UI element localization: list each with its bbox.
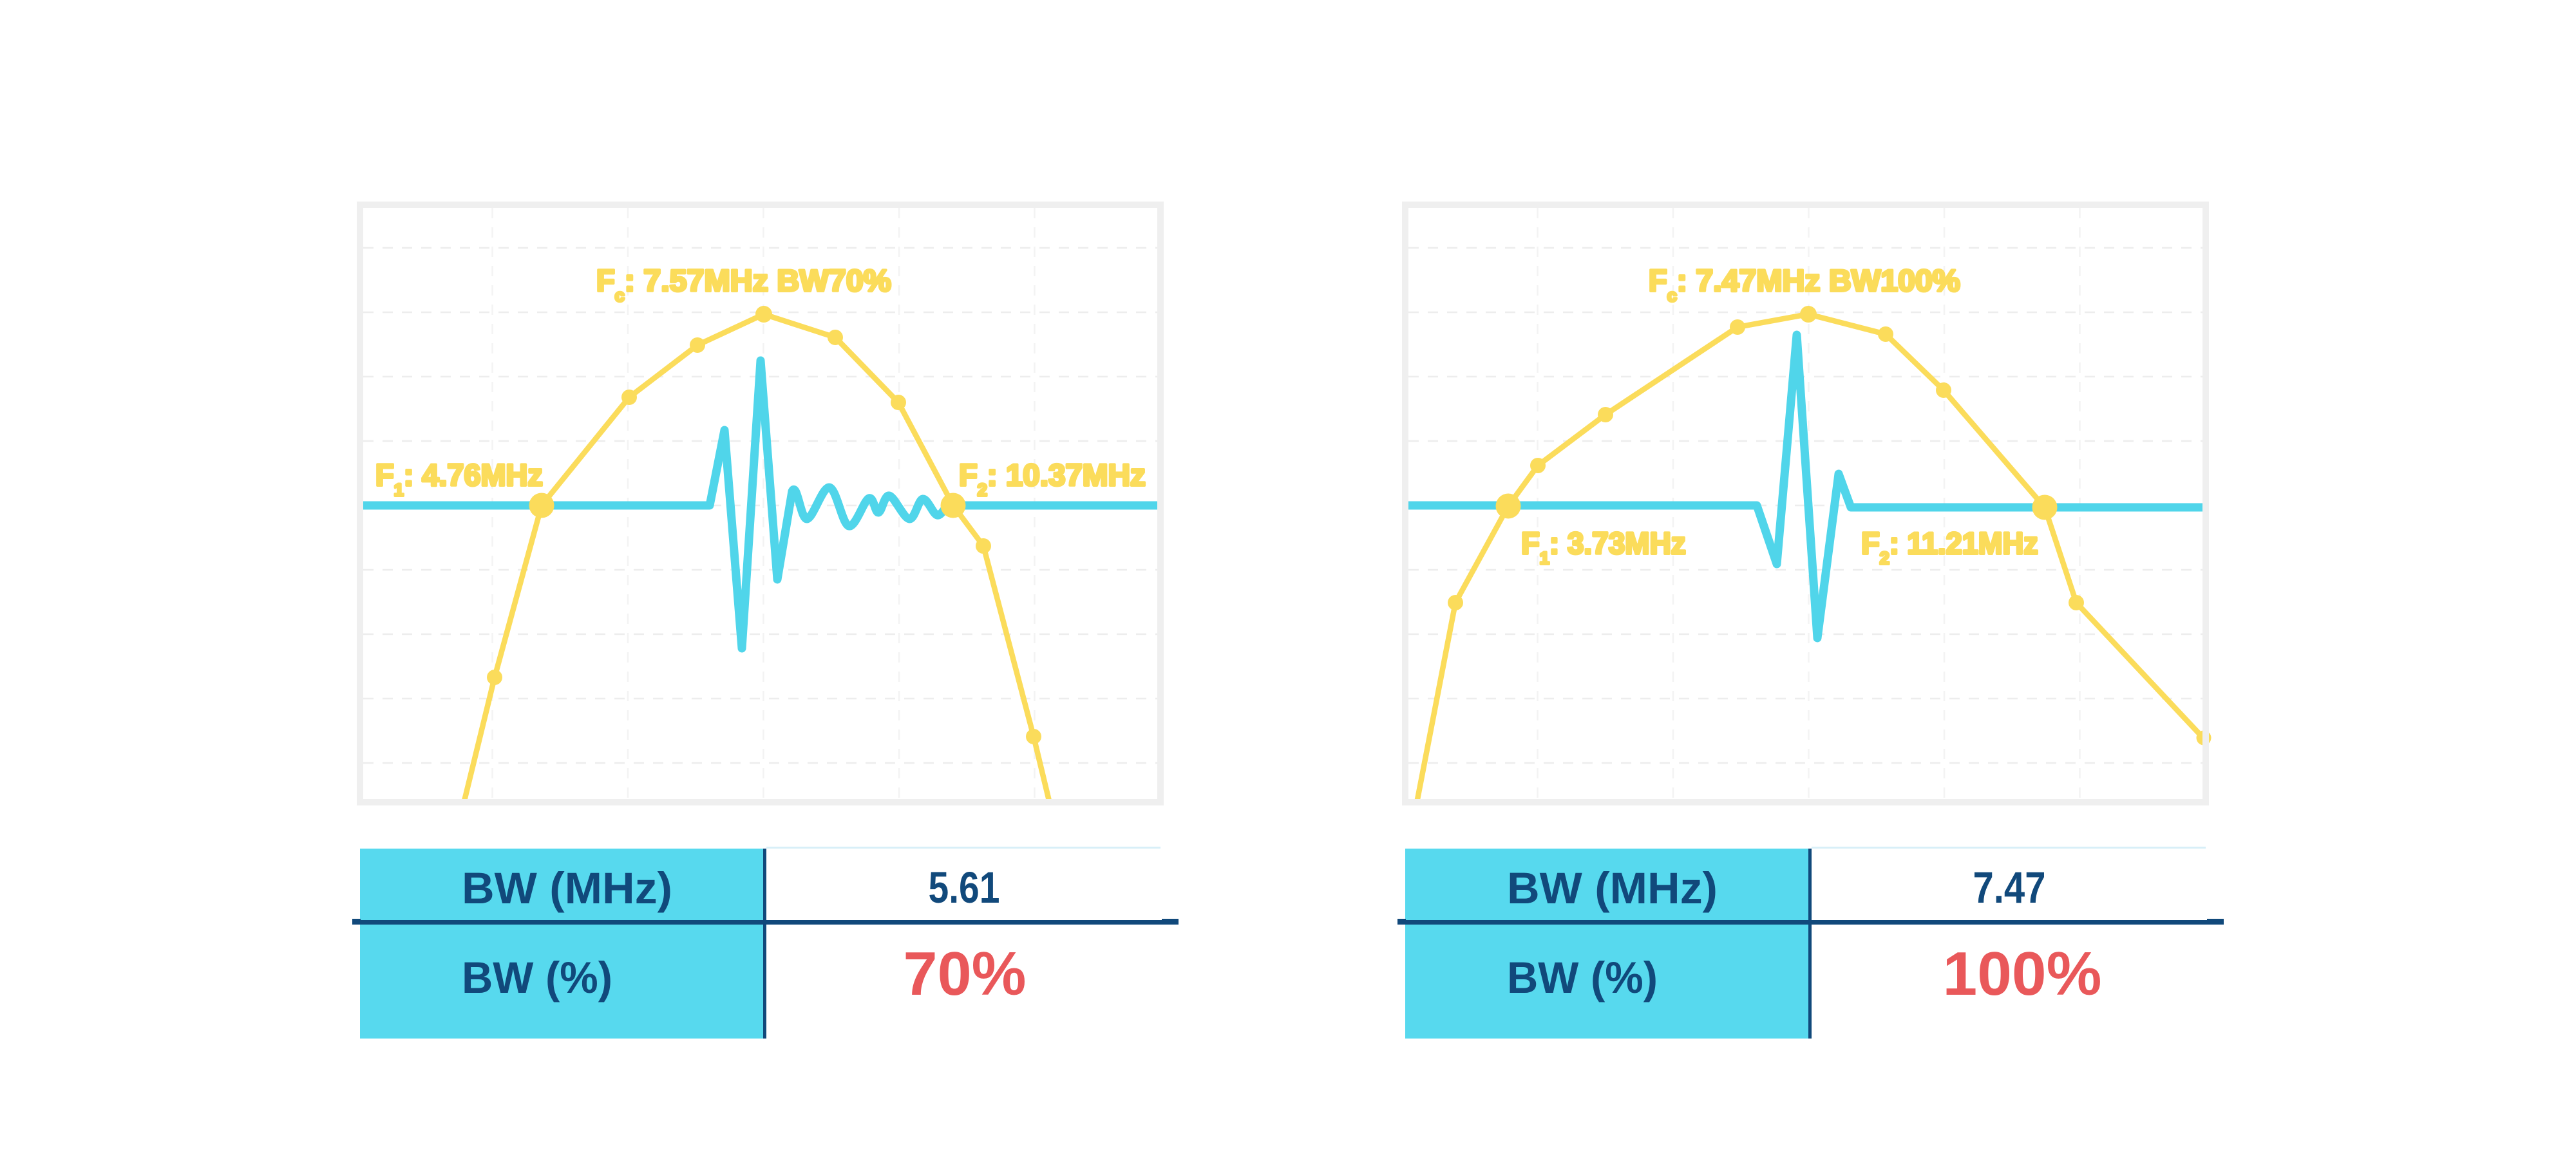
svg-text:70%: 70%: [904, 939, 1027, 1008]
svg-text:100%: 100%: [1943, 939, 2102, 1008]
svg-text:BW (%): BW (%): [462, 953, 612, 1002]
svg-text:BW (MHz): BW (MHz): [1507, 863, 1718, 913]
svg-text:BW (%): BW (%): [1507, 953, 1658, 1002]
svg-text:7.47: 7.47: [1973, 863, 2046, 912]
svg-text:BW (MHz): BW (MHz): [462, 863, 672, 913]
svg-text:5.61: 5.61: [929, 863, 1000, 912]
